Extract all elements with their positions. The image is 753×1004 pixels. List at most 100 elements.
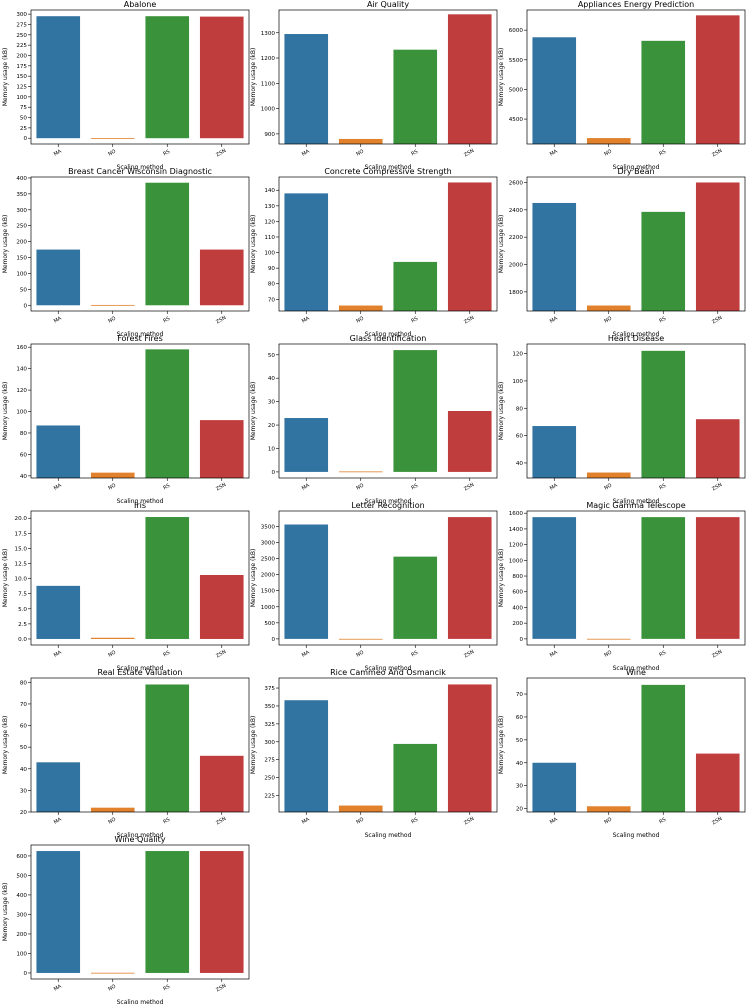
bar-no bbox=[90, 304, 135, 306]
x-tick-label: RS bbox=[162, 984, 171, 993]
x-tick-label: MA bbox=[549, 649, 559, 658]
y-tick-label: 1300 bbox=[261, 31, 276, 37]
y-tick-label: 40 bbox=[516, 761, 524, 767]
y-tick-label: 200 bbox=[512, 621, 523, 627]
x-axis-label: Scaling method bbox=[117, 164, 164, 171]
bar-ma bbox=[36, 762, 81, 812]
y-tick-label: 200 bbox=[16, 240, 27, 246]
bar-ma bbox=[36, 249, 81, 306]
bar-rs bbox=[145, 349, 190, 478]
x-tick-label: MA bbox=[549, 482, 559, 491]
y-tick-label: 3000 bbox=[261, 540, 276, 546]
chart-panel: Forest Fires MA NO RS ZSN 40 60 80 100 120 140 160 S… bbox=[2, 334, 250, 505]
y-tick-label: 160 bbox=[16, 345, 27, 351]
x-tick-label: RS bbox=[162, 149, 171, 158]
y-tick-label: 100 bbox=[16, 951, 27, 957]
bar-ma bbox=[36, 425, 81, 478]
bar-rs bbox=[393, 350, 438, 472]
y-tick-label: 6000 bbox=[509, 28, 524, 34]
chart-title: Dry Bean bbox=[617, 167, 654, 176]
x-tick-label: MA bbox=[301, 649, 311, 658]
y-tick-label: 2200 bbox=[509, 235, 524, 241]
y-tick-label: 150 bbox=[16, 256, 27, 262]
y-axis-label: Memory usage (kB) bbox=[250, 215, 257, 274]
x-tick-label: MA bbox=[549, 315, 559, 324]
y-tick-label: 1200 bbox=[509, 543, 524, 549]
x-tick-label: NO bbox=[355, 817, 365, 826]
y-tick-label: 5500 bbox=[509, 58, 524, 64]
x-tick-label: MA bbox=[53, 816, 63, 825]
x-axis-label: Scaling method bbox=[117, 832, 164, 839]
x-tick-label: MA bbox=[53, 649, 63, 658]
y-tick-label: 2600 bbox=[509, 180, 524, 186]
x-tick-label: ZSN bbox=[711, 315, 723, 325]
bar-rs bbox=[641, 350, 686, 478]
chart-title: Wine Quality bbox=[114, 835, 165, 844]
x-axis-label: Scaling method bbox=[613, 832, 660, 839]
y-tick-label: 100 bbox=[512, 379, 523, 385]
chart-panel: Appliances Energy Prediction MA NO RS ZSN 450… bbox=[498, 0, 746, 171]
y-tick-label: 275 bbox=[16, 22, 27, 28]
y-tick-label: 140 bbox=[264, 188, 275, 194]
y-tick-label: 70 bbox=[516, 692, 524, 698]
plot-frame bbox=[278, 9, 498, 145]
x-tick-label: RS bbox=[658, 149, 667, 158]
bar-zsn bbox=[199, 755, 244, 812]
chart-title: Concrete Compressive Strength bbox=[324, 167, 451, 176]
y-tick-label: 0.0 bbox=[18, 637, 27, 643]
bar-rs bbox=[145, 182, 190, 306]
bar-rs bbox=[145, 851, 190, 973]
y-tick-label: 350 bbox=[16, 192, 27, 198]
x-axis-label: Scaling method bbox=[365, 498, 412, 505]
y-tick-label: 400 bbox=[512, 605, 523, 611]
chart-title: Appliances Energy Prediction bbox=[578, 0, 694, 9]
y-tick-label: 140 bbox=[16, 367, 27, 373]
y-tick-label: 2000 bbox=[509, 263, 524, 269]
bar-rs bbox=[145, 684, 190, 812]
bar-ma bbox=[532, 517, 577, 639]
x-tick-label: RS bbox=[410, 650, 419, 659]
y-tick-label: 275 bbox=[264, 758, 275, 764]
y-tick-label: 200 bbox=[16, 932, 27, 938]
y-tick-label: 150 bbox=[16, 74, 27, 80]
x-tick-label: RS bbox=[162, 650, 171, 659]
x-axis-label: Scaling method bbox=[365, 832, 412, 839]
plot-frame bbox=[30, 176, 250, 312]
y-tick-label: 250 bbox=[16, 224, 27, 230]
bar-zsn bbox=[695, 15, 740, 144]
y-tick-label: 4500 bbox=[509, 117, 524, 123]
y-tick-label: 110 bbox=[264, 235, 275, 241]
y-tick-label: 600 bbox=[512, 590, 523, 596]
bar-no bbox=[90, 637, 135, 639]
y-axis-label: Memory usage (kB) bbox=[2, 215, 9, 274]
x-tick-label: RS bbox=[162, 483, 171, 492]
chart-title: Forest Fires bbox=[117, 334, 163, 343]
x-axis-label: Scaling method bbox=[117, 999, 164, 1004]
y-tick-label: 1000 bbox=[261, 107, 276, 113]
y-tick-label: 40 bbox=[268, 376, 276, 382]
bar-no bbox=[90, 972, 135, 974]
bar-ma bbox=[36, 16, 81, 139]
x-tick-label: NO bbox=[603, 483, 613, 492]
x-tick-label: NO bbox=[107, 316, 117, 325]
y-tick-label: 30 bbox=[268, 400, 276, 406]
x-tick-label: ZSN bbox=[463, 816, 475, 826]
plot-frame bbox=[278, 176, 498, 312]
x-tick-label: MA bbox=[301, 148, 311, 157]
y-tick-label: 1600 bbox=[509, 511, 524, 517]
y-tick-label: 100 bbox=[16, 95, 27, 101]
y-tick-label: 100 bbox=[16, 410, 27, 416]
y-tick-label: 1400 bbox=[509, 527, 524, 533]
x-tick-label: NO bbox=[603, 650, 613, 659]
x-tick-label: NO bbox=[603, 316, 613, 325]
y-tick-label: 300 bbox=[16, 208, 27, 214]
chart-panel: Wine Quality MA NO RS ZSN 0 100 200 300 400 500 600… bbox=[2, 835, 250, 1004]
bar-ma bbox=[36, 851, 81, 973]
y-tick-label: 300 bbox=[16, 912, 27, 918]
y-tick-label: 0 bbox=[23, 136, 27, 142]
x-tick-label: ZSN bbox=[711, 148, 723, 158]
chart-panel: Magic Gamma Telescope MA NO RS ZSN 0 200 400 600… bbox=[498, 501, 746, 672]
x-tick-label: ZSN bbox=[463, 482, 475, 492]
y-tick-label: 10.0 bbox=[15, 577, 28, 583]
y-tick-label: 60 bbox=[20, 452, 28, 458]
